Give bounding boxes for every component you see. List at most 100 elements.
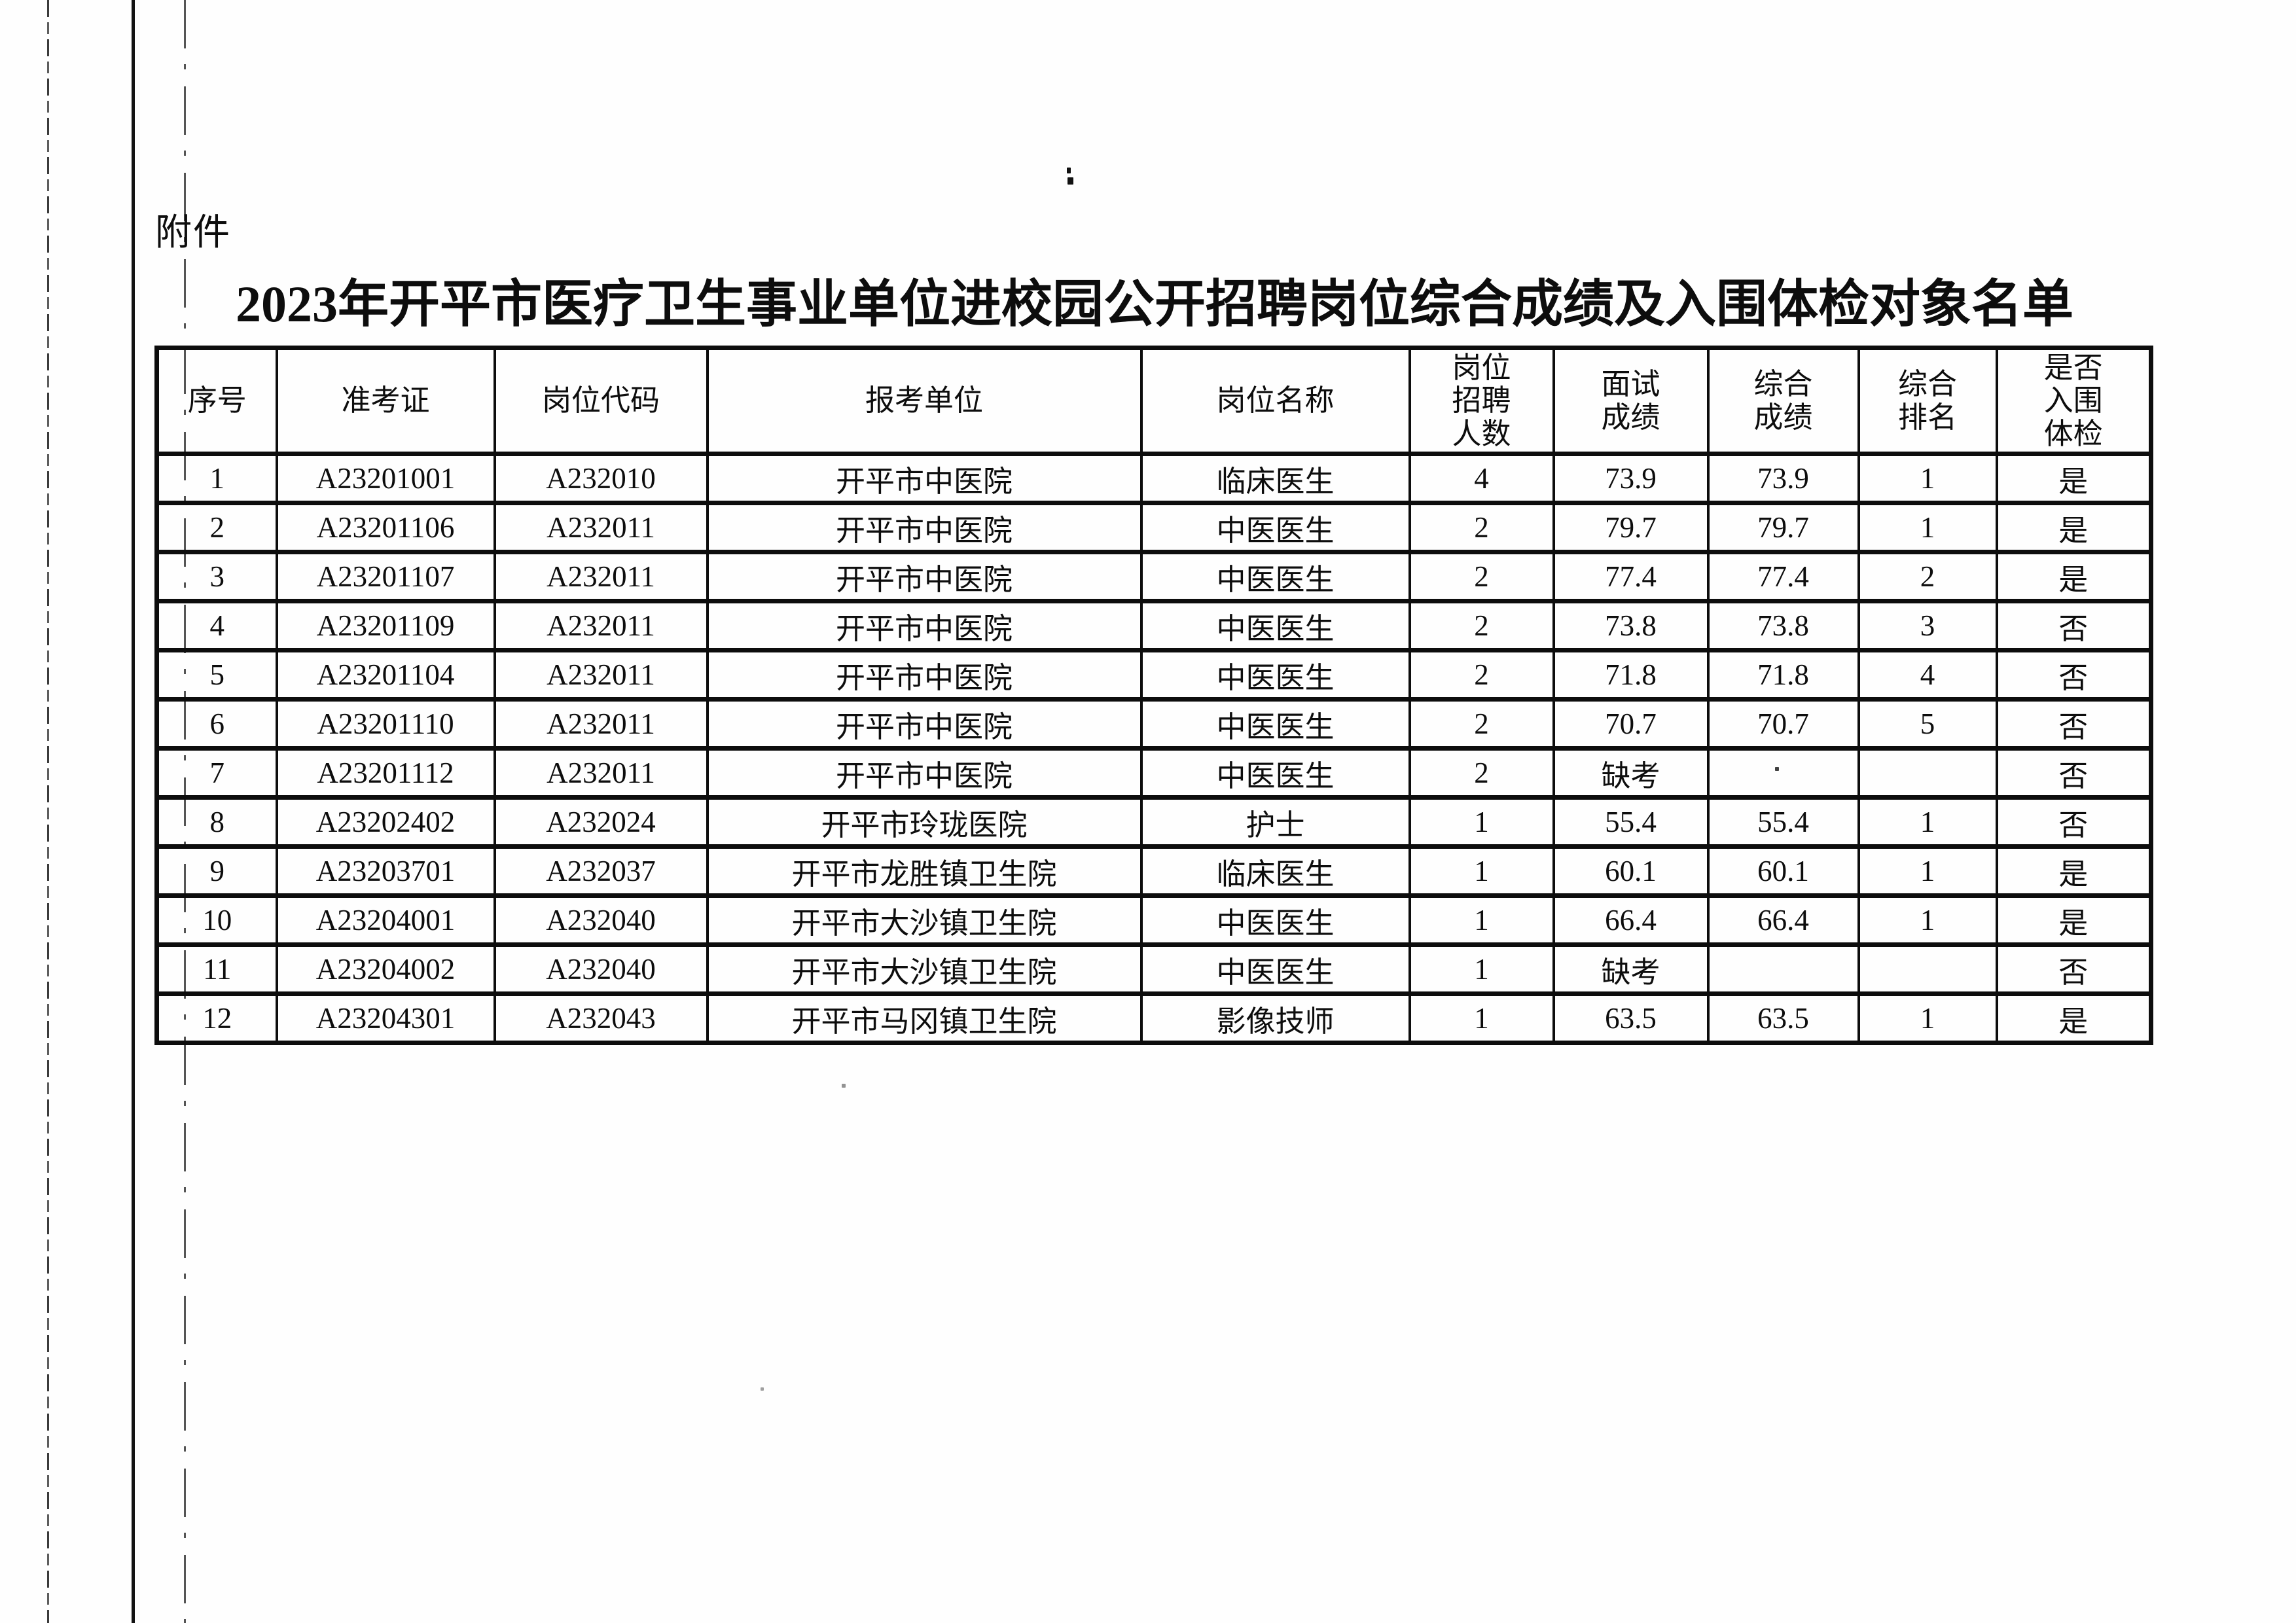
table-cell: 否 xyxy=(1995,795,2153,849)
table-cell: 开平市玲珑医院 xyxy=(706,795,1143,849)
table-cell: 是 xyxy=(1995,550,2153,603)
table-cell: 2 xyxy=(1408,599,1555,652)
table-cell: 1 xyxy=(1857,795,1998,849)
table-cell: 中医医生 xyxy=(1139,942,1411,996)
table-row: 6 A23201110 A232011 开平市中医院 中医医生 2 70.7 70.7 5 否 xyxy=(155,697,2153,751)
column-header: 综合 成绩 xyxy=(1706,346,1860,456)
table-row: 12 A23204301 A232043 开平市马冈镇卫生院 影像技师 1 63.5 63.5… xyxy=(155,991,2153,1045)
table-cell: 55.4 xyxy=(1706,795,1860,849)
table-body: 1 A23201001 A232010 开平市中医院 临床医生 4 73.9 73.9 1 是 2 A… xyxy=(155,452,2153,1045)
table-header-row: 序号 准考证 岗位代码 报考单位 岗位名称 岗位 招聘 人数 面试 成绩 综合 成绩 综合 排名… xyxy=(155,346,2153,456)
table-cell xyxy=(1706,942,1860,996)
table-cell: 1 xyxy=(1857,893,1998,947)
table-cell: A23201107 xyxy=(275,550,496,603)
scan-line-dotted xyxy=(47,0,49,1623)
table-cell: 79.7 xyxy=(1552,501,1710,554)
table-cell: A23201109 xyxy=(275,599,496,652)
table-cell: 55.4 xyxy=(1552,795,1710,849)
table-cell: A232011 xyxy=(493,697,709,751)
table-row: 10 A23204001 A232040 开平市大沙镇卫生院 中医医生 1 66.4 66.4… xyxy=(155,893,2153,947)
table-cell: 是 xyxy=(1995,893,2153,947)
table-cell: 2 xyxy=(1408,550,1555,603)
table-cell: A23201112 xyxy=(275,746,496,800)
table-cell: 60.1 xyxy=(1552,844,1710,898)
table-cell: 77.4 xyxy=(1706,550,1860,603)
column-header: 序号 xyxy=(155,346,278,456)
table-cell: 否 xyxy=(1995,746,2153,800)
attachment-label: 附件 xyxy=(155,213,231,253)
table-cell: 73.9 xyxy=(1706,452,1860,505)
table-cell: 60.1 xyxy=(1706,844,1860,898)
table-cell: 影像技师 xyxy=(1139,991,1411,1045)
table-cell: 4 xyxy=(1408,452,1555,505)
table-cell: 临床医生 xyxy=(1139,844,1411,898)
table-cell: 中医医生 xyxy=(1139,550,1411,603)
table-row: 9 A23203701 A232037 开平市龙胜镇卫生院 临床医生 1 60.1 60.1 1… xyxy=(155,844,2153,898)
results-table: 序号 准考证 岗位代码 报考单位 岗位名称 岗位 招聘 人数 面试 成绩 综合 成绩 综合 排名… xyxy=(154,346,2153,1045)
table-cell: 开平市中医院 xyxy=(706,697,1143,751)
table-cell: 1 xyxy=(155,452,278,505)
table-cell: A232024 xyxy=(493,795,709,849)
table-cell: 11 xyxy=(155,942,278,996)
table-cell: 开平市龙胜镇卫生院 xyxy=(706,844,1143,898)
table-cell: 2 xyxy=(1408,697,1555,751)
table-cell: A232011 xyxy=(493,746,709,800)
table-cell: 3 xyxy=(155,550,278,603)
table-cell: A232011 xyxy=(493,550,709,603)
table-row: 7 A23201112 A232011 开平市中医院 中医医生 2 缺考 否 xyxy=(155,746,2153,800)
table-cell: 否 xyxy=(1995,697,2153,751)
table-cell: 否 xyxy=(1995,599,2153,652)
table-cell: A23202402 xyxy=(275,795,496,849)
table-cell: 63.5 xyxy=(1706,991,1860,1045)
table-cell: 73.8 xyxy=(1706,599,1860,652)
table-header: 序号 准考证 岗位代码 报考单位 岗位名称 岗位 招聘 人数 面试 成绩 综合 成绩 综合 排名… xyxy=(155,346,2153,456)
table-cell: 4 xyxy=(155,599,278,652)
table-cell: A23204001 xyxy=(275,893,496,947)
scan-speck xyxy=(1067,168,1071,173)
table-cell: A23204301 xyxy=(275,991,496,1045)
table-cell: 1 xyxy=(1408,942,1555,996)
table-cell: 开平市中医院 xyxy=(706,599,1143,652)
table-cell: A23201104 xyxy=(275,648,496,702)
table-cell: 否 xyxy=(1995,648,2153,702)
table-cell: 是 xyxy=(1995,501,2153,554)
table-cell: 71.8 xyxy=(1706,648,1860,702)
table-cell: 否 xyxy=(1995,942,2153,996)
table-cell: A23201110 xyxy=(275,697,496,751)
column-header: 报考单位 xyxy=(706,346,1143,456)
table-cell: 开平市中医院 xyxy=(706,452,1143,505)
table-cell: 4 xyxy=(1857,648,1998,702)
table-cell: 8 xyxy=(155,795,278,849)
table-cell: 中医医生 xyxy=(1139,501,1411,554)
table-cell: 79.7 xyxy=(1706,501,1860,554)
table-cell: 6 xyxy=(155,697,278,751)
scan-line-solid xyxy=(132,0,135,1623)
table-cell: 开平市中医院 xyxy=(706,746,1143,800)
table-cell: 70.7 xyxy=(1706,697,1860,751)
table-cell: 1 xyxy=(1857,991,1998,1045)
table-cell: 开平市中医院 xyxy=(706,501,1143,554)
table-cell: 5 xyxy=(1857,697,1998,751)
table-cell: A232011 xyxy=(493,648,709,702)
table-cell: 2 xyxy=(155,501,278,554)
table-cell xyxy=(1706,746,1860,800)
table-cell: 2 xyxy=(1408,501,1555,554)
table-cell: 是 xyxy=(1995,452,2153,505)
table-cell: 9 xyxy=(155,844,278,898)
scan-speck xyxy=(761,1387,764,1391)
table-cell: 缺考 xyxy=(1552,746,1710,800)
table-cell: 开平市大沙镇卫生院 xyxy=(706,893,1143,947)
table-row: 8 A23202402 A232024 开平市玲珑医院 护士 1 55.4 55.4 1 否 xyxy=(155,795,2153,849)
table-cell: 是 xyxy=(1995,844,2153,898)
table-cell: 中医医生 xyxy=(1139,746,1411,800)
table-cell: A232040 xyxy=(493,942,709,996)
table-cell: 3 xyxy=(1857,599,1998,652)
column-header: 岗位名称 xyxy=(1139,346,1411,456)
table-cell: 1 xyxy=(1857,452,1998,505)
table-row: 11 A23204002 A232040 开平市大沙镇卫生院 中医医生 1 缺考 否 xyxy=(155,942,2153,996)
column-header: 综合 排名 xyxy=(1857,346,1998,456)
table-cell: A232040 xyxy=(493,893,709,947)
table-cell: 中医医生 xyxy=(1139,648,1411,702)
table-cell: 临床医生 xyxy=(1139,452,1411,505)
